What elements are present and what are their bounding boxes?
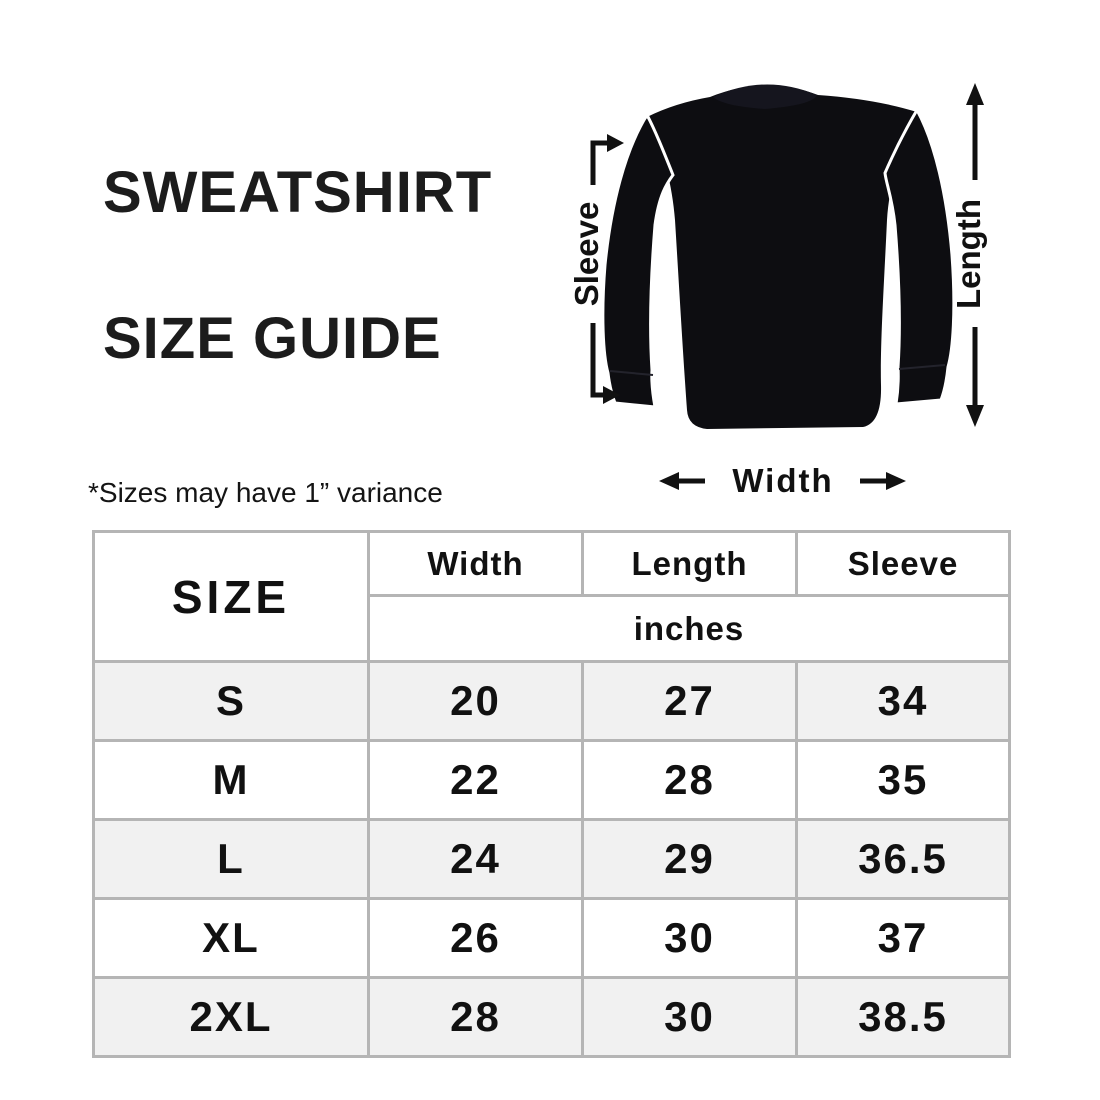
width-arrow-head-right — [886, 472, 906, 490]
cell-size: L — [92, 818, 370, 900]
cell-sleeve: 36.5 — [795, 818, 1011, 900]
cell-width: 24 — [367, 818, 584, 900]
sweatshirt-image — [601, 84, 956, 429]
length-column-header: Length — [581, 530, 798, 597]
cell-length: 29 — [581, 818, 798, 900]
sleeve-arrow-head-bottom — [603, 386, 620, 404]
cell-size: M — [92, 739, 370, 821]
cell-size: S — [92, 660, 370, 742]
table-row-2xl: 2XL 28 30 38.5 — [92, 976, 1011, 1058]
page-title: SWEATSHIRT SIZE GUIDE — [103, 156, 492, 375]
page-title-line2: SIZE GUIDE — [103, 306, 442, 372]
unit-header: inches — [367, 594, 1011, 663]
page-title-line1: SWEATSHIRT — [103, 160, 493, 225]
table-row-s: S 20 27 34 — [92, 660, 1011, 742]
length-measure-label: Length — [950, 199, 987, 309]
sweatshirt-measurement-diagram: Sleeve Length Width — [555, 55, 1015, 525]
length-arrow-head-down — [966, 405, 984, 427]
width-arrow-head-left — [659, 472, 679, 490]
cell-width: 20 — [367, 660, 584, 742]
table-header-row: SIZE Width Length Sleeve — [92, 530, 1011, 663]
cell-length: 30 — [581, 897, 798, 979]
size-column-header: SIZE — [92, 530, 370, 663]
variance-note: *Sizes may have 1” variance — [88, 477, 443, 508]
cell-length: 27 — [581, 660, 798, 742]
sweatshirt-diagram-graphic — [590, 83, 984, 490]
cell-size: 2XL — [92, 976, 370, 1058]
cell-width: 22 — [367, 739, 584, 821]
table-row-xl: XL 26 30 37 — [92, 897, 1011, 979]
cell-size: XL — [92, 897, 370, 979]
width-column-header: Width — [367, 530, 584, 597]
table-row-m: M 22 28 35 — [92, 739, 1011, 821]
sleeve-column-header: Sleeve — [795, 530, 1011, 597]
table-unit-row: inches — [94, 594, 1011, 663]
size-table: SIZE Width Length Sleeve inches S 20 27 … — [92, 530, 1011, 1058]
sleeve-bracket-arrow-bottom — [590, 323, 605, 398]
cell-sleeve: 38.5 — [795, 976, 1011, 1058]
cell-sleeve: 35 — [795, 739, 1011, 821]
cell-width: 28 — [367, 976, 584, 1058]
cell-width: 26 — [367, 897, 584, 979]
cell-sleeve: 34 — [795, 660, 1011, 742]
cell-length: 30 — [581, 976, 798, 1058]
width-measure-label: Width — [732, 462, 834, 499]
table-row-l: L 24 29 36.5 — [92, 818, 1011, 900]
sleeve-arrow-head-top — [607, 134, 624, 152]
sleeve-measure-label: Sleeve — [568, 201, 605, 307]
cell-length: 28 — [581, 739, 798, 821]
sleeve-bracket-arrow-top — [590, 140, 609, 185]
length-arrow-head-up — [966, 83, 984, 105]
cell-sleeve: 37 — [795, 897, 1011, 979]
